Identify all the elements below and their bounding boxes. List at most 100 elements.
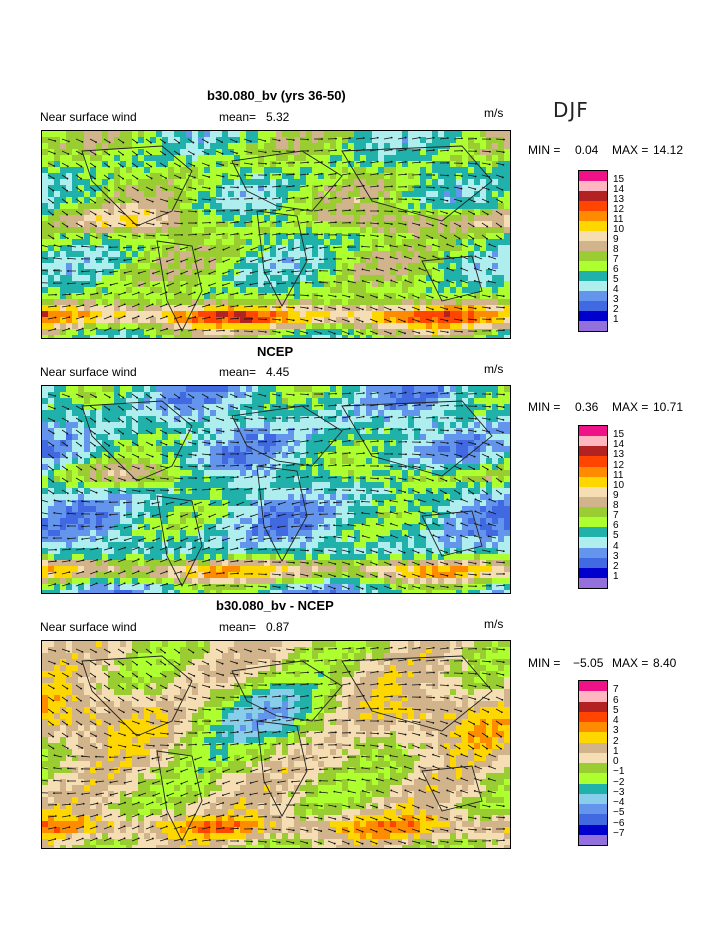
colorbar-swatch [579, 742, 607, 753]
colorbar-swatch [579, 321, 607, 331]
colorbar-swatch [579, 783, 607, 794]
wind-field-image [42, 641, 510, 848]
colorbar-swatch [579, 291, 607, 301]
colorbar-tick-label: 6 [613, 694, 619, 706]
panel-2-variable: Near surface wind [40, 365, 137, 379]
panel-2-units: m/s [484, 362, 504, 376]
colorbar-swatch [579, 311, 607, 321]
colorbar-tick-label: 4 [613, 540, 619, 552]
panel-2-max-label: MAX = [612, 400, 649, 414]
colorbar-swatch [579, 476, 607, 487]
colorbar-swatch [579, 171, 607, 181]
panel-1-mean-label: mean= [219, 110, 257, 124]
colorbar-swatch [579, 496, 607, 507]
panel-1-units: m/s [484, 106, 504, 120]
panel-2-mean-label: mean= [219, 365, 257, 379]
colorbar-swatch [579, 281, 607, 291]
colorbar-tick-label: −4 [613, 797, 625, 808]
colorbar-swatch [579, 773, 607, 784]
colorbar-tick-label: 8 [613, 500, 619, 511]
panel-3-min-value: −5.05 [573, 656, 604, 670]
panel-3-wind-map [41, 640, 511, 849]
colorbar-swatch [579, 824, 607, 835]
colorbar-swatch [579, 221, 607, 231]
colorbar-tick-label: 4 [613, 715, 619, 726]
colorbar-swatch [579, 181, 607, 191]
colorbar-tick-label: 8 [613, 244, 619, 255]
colorbar-tick-label: 1 [613, 314, 619, 325]
wind-field-image [42, 131, 510, 338]
colorbar-tick-label: 5 [613, 530, 619, 542]
colorbar-tick-label: 14 [613, 184, 625, 195]
colorbar-swatch [579, 456, 607, 467]
panel-3-max-value: 8.40 [653, 656, 677, 670]
panel-1-max-label: MAX = [612, 143, 649, 157]
colorbar-swatch [579, 201, 607, 211]
colorbar-tick-label: −7 [613, 827, 625, 839]
panel-1-min-label: MIN = [528, 143, 561, 157]
colorbar-tick-label: −6 [613, 817, 625, 829]
panel-2-mean-value: 4.45 [266, 365, 290, 379]
colorbar-tick-label: 5 [613, 274, 619, 285]
colorbar-tick-label: 11 [613, 214, 624, 225]
colorbar-swatch [579, 517, 607, 528]
colorbar-swatch [579, 793, 607, 804]
colorbar-tick-label: 6 [613, 520, 619, 532]
colorbar-swatch [579, 804, 607, 815]
panel-3-units: m/s [484, 617, 504, 631]
colorbar-tick-label: 7 [613, 510, 619, 522]
panel-2-min-value: 0.36 [575, 400, 599, 414]
panel-1-min-value: 0.04 [575, 143, 599, 157]
colorbar-swatch [579, 701, 607, 712]
panel-1-mean-value: 5.32 [266, 110, 290, 124]
panel-2-wind-map [41, 385, 511, 594]
panel-2-min-label: MIN = [528, 400, 561, 414]
colorbar-swatch [579, 486, 607, 497]
colorbar-swatch [579, 426, 607, 437]
panel-1-colorbar [578, 170, 608, 332]
colorbar-swatch [579, 507, 607, 518]
colorbar-tick-label: −2 [613, 776, 625, 788]
colorbar-swatch [579, 722, 607, 733]
panel-1-max-value: 14.12 [653, 143, 684, 157]
colorbar-swatch [579, 241, 607, 251]
colorbar-swatch [579, 261, 607, 271]
colorbar-tick-label: −5 [613, 807, 625, 819]
colorbar-swatch [579, 763, 607, 774]
colorbar-tick-label: 0 [613, 756, 619, 767]
panel-2-title: NCEP [257, 344, 294, 359]
colorbar-tick-label: 3 [613, 550, 619, 562]
panel-3-mean-label: mean= [219, 620, 257, 634]
colorbar-tick-label: 3 [613, 294, 619, 305]
colorbar-tick-label: 2 [613, 735, 619, 747]
colorbar-tick-label: 2 [613, 304, 619, 315]
colorbar-tick-label: 1 [613, 570, 619, 582]
colorbar-swatch [579, 547, 607, 558]
season-label: DJF [553, 98, 589, 122]
colorbar-swatch [579, 732, 607, 743]
panel-3-colorbar [578, 680, 608, 846]
colorbar-swatch [579, 537, 607, 548]
panel-2-max-value: 10.71 [653, 400, 684, 414]
colorbar-tick-label: 5 [613, 704, 619, 716]
colorbar-swatch [579, 251, 607, 261]
colorbar-tick-label: −3 [613, 786, 625, 798]
colorbar-swatch [579, 752, 607, 763]
wind-field-image [42, 386, 510, 593]
colorbar-tick-label: 10 [613, 479, 625, 491]
colorbar-swatch [579, 691, 607, 702]
colorbar-swatch [579, 557, 607, 568]
panel-2-colorbar [578, 425, 608, 589]
colorbar-swatch [579, 711, 607, 722]
colorbar-tick-label: 2 [613, 560, 619, 572]
colorbar-swatch [579, 301, 607, 311]
panel-3-max-label: MAX = [612, 656, 649, 670]
colorbar-swatch [579, 814, 607, 825]
panel-3-mean-value: 0.87 [266, 620, 290, 634]
colorbar-tick-label: 4 [613, 284, 619, 295]
panel-1-wind-map [41, 130, 511, 339]
colorbar-tick-label: 1 [613, 745, 619, 757]
colorbar-tick-label: 15 [613, 174, 625, 185]
panel-3-title: b30.080_bv - NCEP [216, 598, 334, 613]
colorbar-tick-label: 15 [613, 429, 625, 441]
